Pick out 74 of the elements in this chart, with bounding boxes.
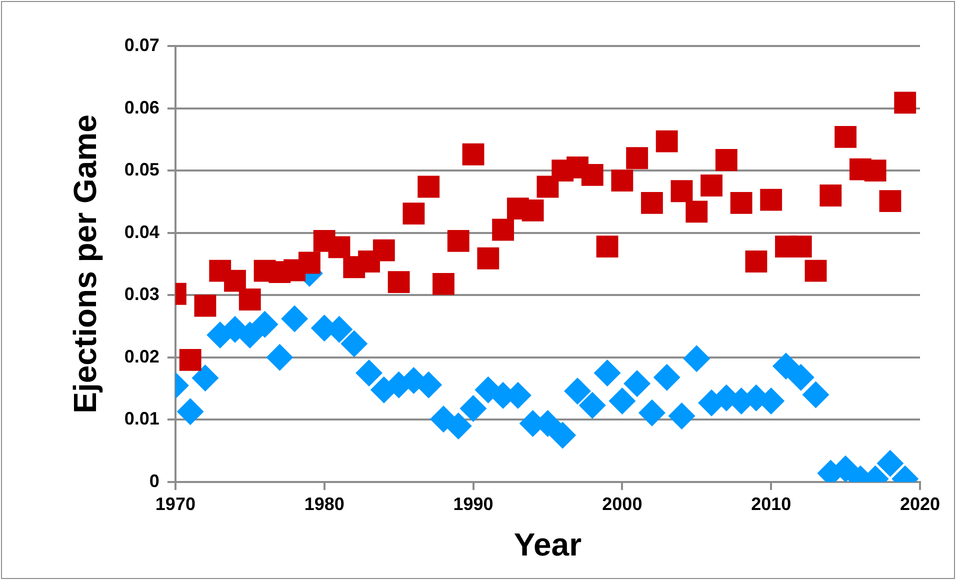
y-axis-title: Ejections per Game: [67, 114, 104, 414]
point: [804, 260, 827, 282]
point: [790, 236, 812, 258]
x-tick-label: 1980: [304, 494, 344, 514]
x-tick-label: 1970: [155, 494, 196, 514]
y-tick-label: 0.05: [124, 160, 160, 180]
point: [594, 360, 621, 386]
point: [670, 180, 693, 202]
y-tick-label: 0.03: [124, 284, 160, 304]
point: [760, 188, 782, 211]
point: [581, 164, 604, 186]
point: [879, 190, 902, 212]
point: [492, 218, 514, 241]
point: [281, 305, 308, 332]
point: [668, 402, 696, 430]
point: [192, 364, 219, 392]
point: [462, 143, 484, 166]
y-tick-label: 0: [149, 470, 160, 491]
point: [549, 422, 576, 449]
x-tick-label: 2010: [751, 494, 792, 514]
point: [251, 310, 278, 338]
point: [653, 364, 680, 391]
point: [787, 364, 814, 391]
point: [418, 176, 440, 198]
x-tick-label: 2000: [602, 494, 642, 514]
x-tick-label: 2020: [900, 494, 940, 514]
point: [596, 236, 618, 258]
x-axis-title: Year: [514, 526, 582, 563]
point: [624, 370, 651, 398]
point: [372, 239, 395, 262]
point: [745, 250, 768, 272]
point: [683, 345, 710, 372]
point: [328, 236, 350, 258]
point: [876, 450, 904, 477]
point: [176, 398, 204, 426]
point: [238, 288, 261, 310]
x-tick-label: 1990: [453, 494, 494, 514]
point: [447, 230, 470, 252]
point: [194, 294, 216, 317]
point: [432, 272, 454, 295]
point: [578, 392, 606, 419]
y-tick-label: 0.07: [124, 34, 160, 55]
point: [730, 192, 752, 214]
point: [179, 348, 202, 371]
point: [266, 344, 294, 371]
point: [608, 388, 636, 415]
point: [388, 271, 410, 294]
point: [477, 247, 500, 270]
point: [626, 147, 648, 170]
point: [772, 352, 800, 380]
point: [820, 184, 842, 206]
point: [298, 252, 320, 274]
point: [522, 199, 544, 222]
point: [340, 330, 368, 358]
point: [715, 149, 738, 171]
point: [834, 126, 857, 148]
point: [564, 378, 591, 405]
point: [802, 381, 830, 408]
point: [686, 200, 708, 223]
y-tick-label: 0.01: [124, 408, 160, 429]
y-tick-label: 0.04: [124, 222, 160, 242]
point: [460, 395, 487, 422]
point: [656, 130, 678, 152]
point: [640, 192, 663, 214]
point: [894, 92, 916, 114]
y-tick-label: 0.06: [124, 97, 160, 118]
y-tick-label: 0.02: [124, 346, 160, 366]
point: [611, 170, 634, 192]
point: [700, 174, 722, 196]
point: [224, 270, 246, 292]
point: [638, 399, 666, 426]
point: [864, 160, 886, 182]
point: [356, 360, 383, 386]
point: [402, 202, 425, 225]
